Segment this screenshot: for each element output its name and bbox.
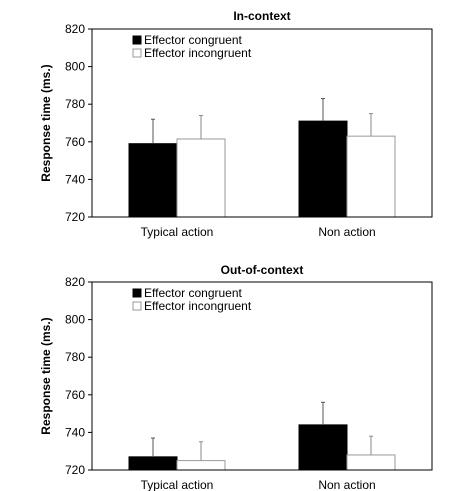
plot-frame [91, 28, 433, 218]
x-category-label: Typical action [141, 478, 214, 491]
bar-congruent [298, 120, 348, 218]
chart-title: Out-of-context [221, 263, 304, 277]
y-tick-label: 820 [65, 22, 85, 36]
y-tick-label: 740 [65, 425, 85, 439]
chart-panel-1: In-context Response time (ms.) 720 740 760 78… [39, 9, 433, 239]
legend-label: Effector incongruent [144, 299, 252, 313]
y-tick-label: 720 [65, 210, 85, 224]
y-tick-label: 740 [65, 172, 85, 186]
bar-congruent [128, 143, 178, 218]
legend-swatch [132, 301, 142, 311]
legend-swatch [132, 48, 142, 58]
bar-incongruent [176, 138, 226, 218]
bar-congruent [298, 424, 348, 471]
y-tick-label: 820 [65, 275, 85, 289]
x-category-label: Non action [318, 225, 375, 239]
x-category-label: Typical action [141, 225, 214, 239]
legend-label: Effector congruent [144, 286, 243, 300]
y-tick-label: 800 [65, 60, 85, 74]
y-tick-label: 760 [65, 388, 85, 402]
y-tick-label: 780 [65, 350, 85, 364]
plot-frame [91, 281, 433, 471]
x-category-label: Non action [318, 478, 375, 491]
legend-swatch [132, 288, 142, 298]
y-tick-label: 720 [65, 463, 85, 477]
bar-congruent [128, 456, 178, 471]
chart-title: In-context [233, 9, 290, 23]
y-tick-label: 760 [65, 135, 85, 149]
legend-label: Effector incongruent [144, 46, 252, 60]
chart-panel-2: Out-of-context Response time (ms.) 720 740 7… [39, 263, 433, 491]
y-axis-label: Response time (ms.) [39, 64, 53, 181]
bar-incongruent [346, 454, 396, 471]
bar-incongruent [346, 135, 396, 218]
bar-incongruent [176, 460, 226, 471]
y-tick-label: 780 [65, 97, 85, 111]
y-tick-label: 800 [65, 313, 85, 327]
y-axis-label: Response time (ms.) [39, 317, 53, 434]
legend-swatch [132, 35, 142, 45]
legend-label: Effector congruent [144, 33, 243, 47]
